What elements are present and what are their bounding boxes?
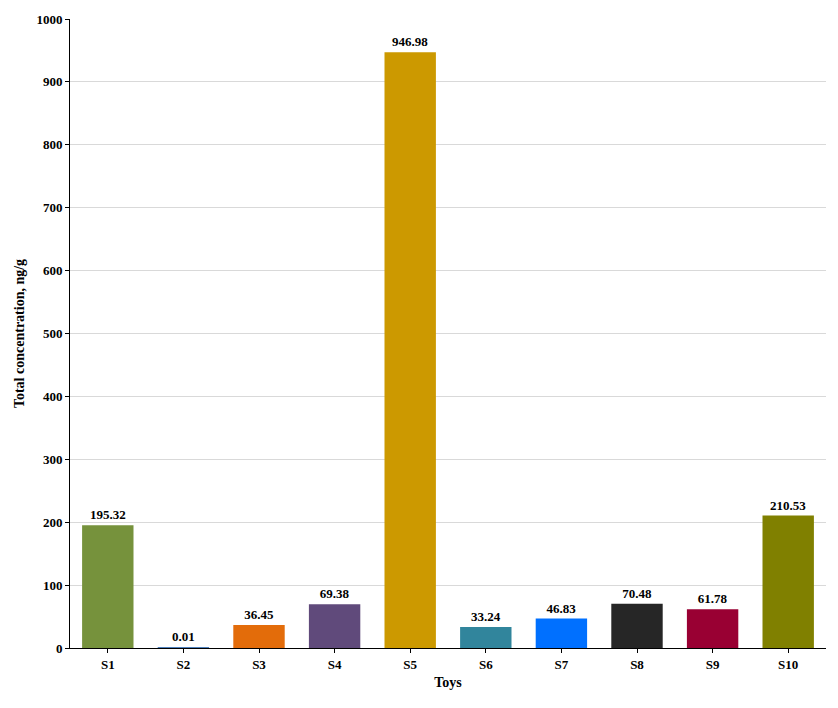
- svg-text:Toys: Toys: [434, 675, 462, 690]
- svg-text:210.53: 210.53: [770, 498, 806, 513]
- svg-text:S2: S2: [177, 657, 191, 672]
- svg-text:400: 400: [43, 389, 63, 404]
- svg-text:0: 0: [56, 641, 63, 656]
- svg-text:69.38: 69.38: [320, 586, 350, 601]
- svg-text:61.78: 61.78: [698, 591, 728, 606]
- svg-text:46.83: 46.83: [547, 601, 577, 616]
- svg-text:S5: S5: [403, 657, 417, 672]
- svg-text:S1: S1: [101, 657, 115, 672]
- svg-text:700: 700: [43, 200, 63, 215]
- svg-text:300: 300: [43, 452, 63, 467]
- svg-text:S8: S8: [630, 657, 644, 672]
- svg-text:0.01: 0.01: [172, 629, 195, 644]
- svg-text:S7: S7: [555, 657, 569, 672]
- svg-text:195.32: 195.32: [90, 507, 126, 522]
- svg-text:S4: S4: [328, 657, 342, 672]
- svg-text:S10: S10: [778, 657, 798, 672]
- svg-text:70.48: 70.48: [622, 586, 652, 601]
- svg-text:900: 900: [43, 74, 63, 89]
- svg-text:33.24: 33.24: [471, 609, 501, 624]
- svg-text:500: 500: [43, 326, 63, 341]
- svg-text:36.45: 36.45: [244, 607, 274, 622]
- svg-text:800: 800: [43, 137, 63, 152]
- svg-text:946.98: 946.98: [392, 34, 428, 49]
- svg-text:600: 600: [43, 263, 63, 278]
- svg-text:Total concentration, ng/g: Total concentration, ng/g: [12, 259, 27, 408]
- svg-text:S9: S9: [706, 657, 720, 672]
- svg-text:S3: S3: [252, 657, 266, 672]
- svg-text:200: 200: [43, 515, 63, 530]
- svg-text:100: 100: [43, 578, 63, 593]
- svg-text:S6: S6: [479, 657, 493, 672]
- svg-text:1000: 1000: [36, 12, 62, 27]
